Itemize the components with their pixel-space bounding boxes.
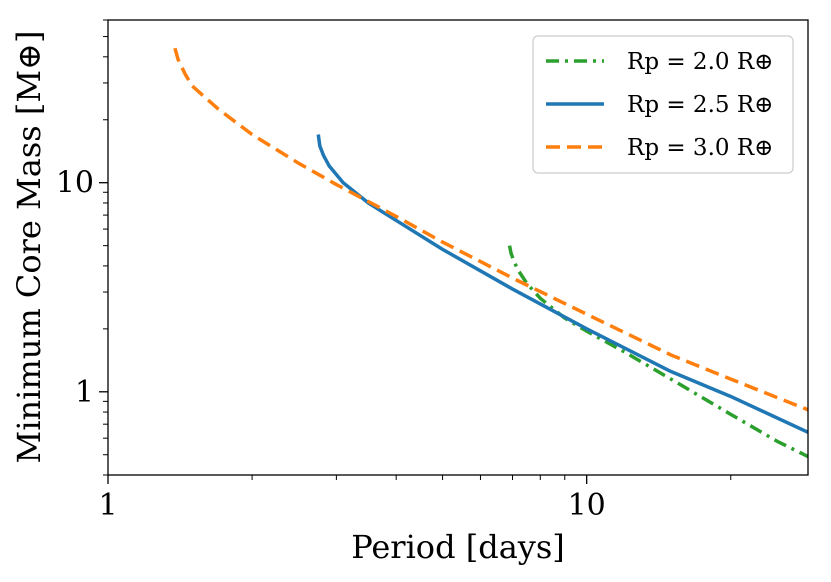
series-line-3 [173,47,808,412]
legend-label-3: Rp = 3.0 R⊕ [627,135,773,161]
legend-label-1: Rp = 2.0 R⊕ [627,49,773,75]
plot-frame [107,19,809,476]
legend-frame [532,35,794,174]
y-axis-label: Minimum Core Mass [M⊕] [10,31,48,464]
x-tick-label: 1 [98,488,117,523]
legend-label-2: Rp = 2.5 R⊕ [627,92,773,118]
tick-layer: 1 10 1 10 [56,19,732,523]
series-line-2 [316,134,808,434]
y-tick-label: 10 [56,166,94,201]
x-axis-label: Period [days] [351,528,565,566]
series-layer [173,47,808,459]
y-tick-label: 1 [75,375,94,410]
x-tick-label: 10 [568,488,606,523]
legend: Rp = 2.0 R⊕ Rp = 2.5 R⊕ Rp = 3.0 R⊕ [532,35,794,174]
